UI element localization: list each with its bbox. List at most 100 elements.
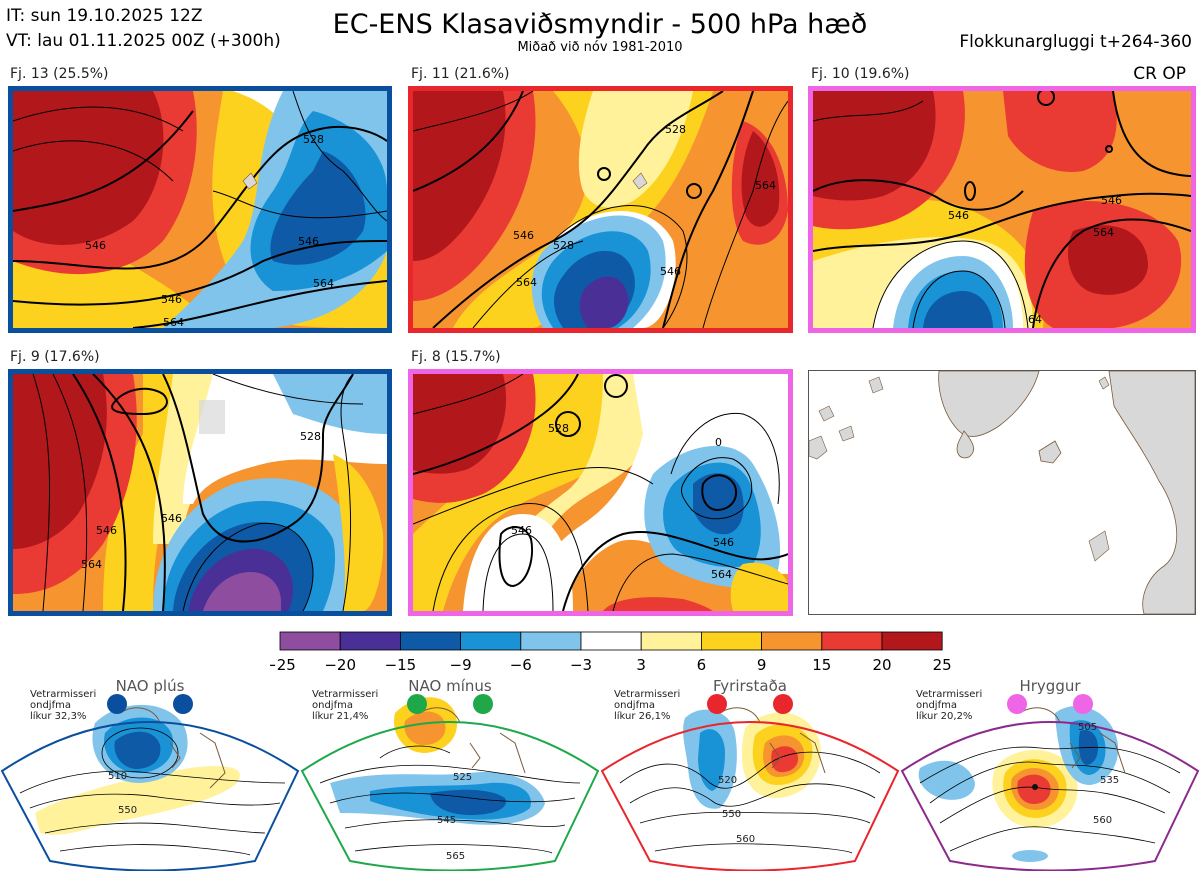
regime-3-contour-2: 550 — [722, 809, 741, 820]
regime-4-info-2: ondjfma — [916, 700, 957, 711]
colorbar: −25 −20 −15 −9 −6 −3 3 6 9 15 20 25 — [270, 631, 952, 674]
colorbar-box — [580, 631, 642, 651]
regime-2-info-2: ondjfma — [312, 700, 353, 711]
regime-1-contour-1: 510 — [108, 771, 127, 782]
colorbar-tick-label: 20 — [872, 656, 891, 674]
weather-regimes: NAO plús Vetrarmisseri ondjfma líkur 32,… — [0, 677, 1200, 871]
contour-label: 528 — [665, 123, 686, 136]
regime-2-contour-1: 525 — [453, 772, 472, 783]
regime-4-name: Hryggur — [1019, 677, 1081, 695]
panel-label-2: Fj. 11 (21.6%) — [411, 66, 510, 82]
regime-1-contour-2: 550 — [118, 805, 137, 816]
climatology-subtitle: Miðað við nóv 1981-2010 — [517, 40, 683, 55]
colorbar-tick-label: −25 — [270, 656, 296, 674]
cluster-map-fj8: 528 546 546 564 0 — [408, 369, 793, 616]
contour-label: 546 — [298, 235, 319, 248]
contour-label: 564 — [516, 276, 537, 289]
contour-label: 546 — [96, 524, 117, 537]
contour-label: 546 — [161, 293, 182, 306]
cluster-map-fj9: 528 546 546 564 — [8, 369, 392, 616]
contour-label: 528 — [548, 422, 569, 435]
colorbar-box — [520, 631, 582, 651]
colorbar-tick-label: −9 — [450, 656, 472, 674]
regime-4-contour-1: 505 — [1078, 722, 1097, 733]
contour-label: 564 — [1093, 226, 1114, 239]
cr-op-label: CR OP — [1133, 64, 1186, 84]
panel-label-4: Fj. 9 (17.6%) — [10, 349, 100, 365]
colorbar-tick-label: 9 — [757, 656, 767, 674]
reference-coastline-map — [808, 370, 1196, 615]
regime-nao-plus: NAO plús Vetrarmisseri ondjfma líkur 32,… — [0, 677, 300, 871]
regime-1-info-3: líkur 32,3% — [30, 710, 86, 722]
colorbar-tick-label: −3 — [570, 656, 592, 674]
cluster-map-fj8-svg: 528 546 546 564 0 — [413, 374, 788, 611]
contour-label: 564 — [313, 277, 334, 290]
colorbar-box — [761, 631, 823, 651]
regime-2-info-1: Vetrarmisseri — [312, 689, 378, 700]
cluster-map-fj13-svg: 546 528 546 564 546 564 — [13, 91, 387, 328]
regime-blocking: Fyrirstaða Vetrarmisseri ondjfma líkur 2… — [600, 677, 900, 871]
contour-label: 564 — [711, 568, 732, 581]
regime-1-name: NAO plús — [116, 677, 185, 695]
classification-window: Flokkunargluggi t+264-360 — [959, 32, 1192, 52]
colorbar-tick-label: −6 — [510, 656, 532, 674]
reference-coastline-map-svg — [809, 371, 1195, 614]
regime-nao-minus: NAO mínus Vetrarmisseri ondjfma líkur 21… — [300, 677, 600, 871]
panel-label-3: Fj. 10 (19.6%) — [811, 66, 910, 82]
contour-label: 546 — [161, 512, 182, 525]
cluster-map-fj9-svg: 528 546 546 564 — [13, 374, 387, 611]
contour-label: 546 — [713, 536, 734, 549]
regime-4-contour-2: 535 — [1100, 775, 1119, 786]
regime-4-info-1: Vetrarmisseri — [916, 689, 982, 700]
regime-2-contour-3: 565 — [446, 851, 465, 862]
cluster-map-fj11: 528 528 546 546 564 564 — [408, 86, 793, 333]
contour-label: 546 — [660, 265, 681, 278]
regime-ridge: Hryggur Vetrarmisseri ondjfma líkur 20,2… — [900, 677, 1200, 871]
regime-1-info-1: Vetrarmisseri — [30, 689, 96, 700]
colorbar-tick-label: 3 — [636, 656, 646, 674]
regime-1-info-2: ondjfma — [30, 700, 71, 711]
regime-4-contour-3: 560 — [1093, 815, 1112, 826]
regime-3-info-3: líkur 26,1% — [614, 710, 670, 722]
colorbar-box — [640, 631, 702, 651]
contour-label: 64 — [1028, 313, 1042, 326]
colorbar-tick-label: 15 — [812, 656, 831, 674]
regime-2-contour-2: 545 — [437, 815, 456, 826]
regime-3-info-1: Vetrarmisseri — [614, 689, 680, 700]
colorbar-box — [821, 631, 883, 651]
colorbar-box — [881, 631, 943, 651]
regime-3-contour-1: 520 — [718, 775, 737, 786]
contour-label: 546 — [511, 524, 532, 537]
regime-3-info-2: ondjfma — [614, 700, 655, 711]
regime-3-name: Fyrirstaða — [713, 677, 787, 695]
contour-label: 546 — [1101, 194, 1122, 207]
colorbar-box — [399, 631, 461, 651]
contour-label: 546 — [85, 239, 106, 252]
colorbar-tick-label: −15 — [385, 656, 417, 674]
colorbar-tick-label: 6 — [697, 656, 707, 674]
cluster-map-fj11-svg: 528 528 546 546 564 564 — [413, 91, 788, 328]
regime-2-info-3: líkur 21,4% — [312, 710, 368, 722]
panel-label-1: Fj. 13 (25.5%) — [10, 66, 109, 82]
contour-label: 528 — [303, 133, 324, 146]
regime-4-info-3: líkur 20,2% — [916, 710, 972, 722]
contour-label: 564 — [163, 316, 184, 328]
colorbar-tick-label: 25 — [933, 656, 952, 674]
page-title: EC-ENS Klasaviðsmyndir - 500 hPa hæð — [332, 9, 868, 40]
contour-label: 546 — [513, 229, 534, 242]
valid-time: VT: lau 01.11.2025 00Z (+300h) — [6, 31, 281, 51]
regime-2-name: NAO mínus — [408, 677, 492, 695]
contour-label: 546 — [948, 209, 969, 222]
cluster-map-fj10: 546 546 564 64 — [808, 86, 1196, 333]
contour-label: 528 — [300, 430, 321, 443]
initial-time: IT: sun 19.10.2025 12Z — [6, 6, 203, 26]
contour-label: 528 — [553, 239, 574, 252]
contour-label: 0 — [715, 436, 722, 449]
colorbar-box — [279, 631, 341, 651]
contour-label: 564 — [755, 179, 776, 192]
contour-label: 564 — [81, 558, 102, 571]
colorbar-box — [700, 631, 762, 651]
panel-label-5: Fj. 8 (15.7%) — [411, 349, 501, 365]
cluster-map-fj13: 546 528 546 564 546 564 — [8, 86, 392, 333]
colorbar-box — [339, 631, 401, 651]
